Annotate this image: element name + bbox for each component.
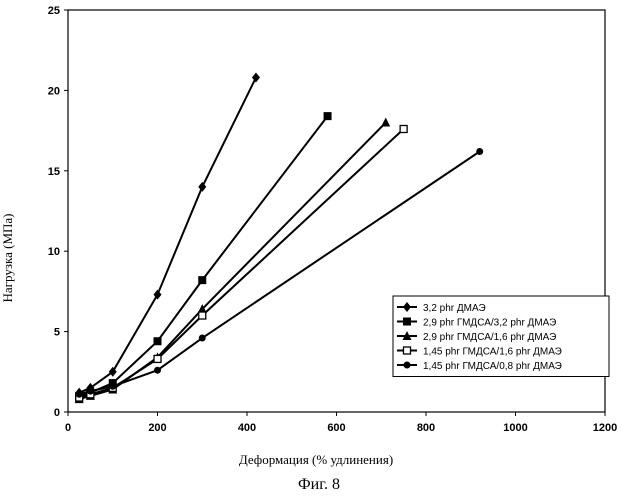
y-tick-label: 0 (54, 407, 60, 419)
data-point (153, 354, 162, 364)
series-line (78, 115, 329, 397)
data-point (399, 124, 408, 134)
figure-caption: Фиг. 8 (298, 476, 340, 493)
legend-item: 3,2 phr ДМАЭ (397, 302, 486, 314)
data-point (153, 337, 162, 346)
data-point (108, 366, 117, 377)
x-tick-label: 1000 (503, 422, 527, 434)
data-point (381, 117, 391, 127)
x-tick-label: 600 (327, 422, 345, 434)
x-tick-label: 1200 (593, 422, 617, 434)
data-point (198, 276, 207, 285)
legend-label: 2,9 phr ГМДСА/3,2 phr ДМАЭ (423, 318, 556, 329)
data-point (476, 148, 484, 156)
chart-series (74, 72, 484, 404)
legend-label: 2,9 phr ГМДСА/1,6 phr ДМАЭ (423, 332, 556, 343)
y-tick-label: 10 (48, 246, 60, 258)
series-4 (75, 124, 408, 402)
data-point (251, 72, 260, 83)
y-axis-label: Нагрузка (МПа) (0, 213, 15, 303)
data-point (75, 390, 83, 398)
legend-item: 1,45 phr ГМДСА/1,6 phr ДМАЭ (397, 346, 562, 358)
legend-item: 2,9 phr ГМДСА/1,6 phr ДМАЭ (397, 331, 556, 343)
y-tick-label: 20 (48, 85, 60, 97)
x-tick-label: 200 (148, 422, 166, 434)
series-3 (74, 117, 391, 404)
legend-item: 2,9 phr ГМДСА/3,2 phr ДМАЭ (397, 317, 556, 329)
series-2 (75, 112, 332, 400)
data-point (86, 387, 94, 395)
chart-axes: 0 200 400 600 800 1000 1200 0 5 10 15 20 25 (48, 5, 617, 434)
x-axis-label: Деформация (% удлинения) (238, 452, 394, 467)
legend-label: 3,2 phr ДМАЭ (423, 303, 486, 314)
data-point (109, 382, 117, 390)
data-point (198, 181, 207, 192)
y-tick-label: 5 (54, 327, 60, 339)
legend-label: 1,45 phr ГМДСА/0,8 phr ДМАЭ (423, 361, 562, 372)
data-point (153, 289, 162, 300)
data-point (323, 112, 332, 121)
data-point (198, 311, 207, 320)
legend-box (392, 295, 610, 377)
series-5 (75, 148, 484, 398)
chart-legend: 3,2 phr ДМАЭ 2,9 phr ГМДСА/3,2 phr ДМАЭ 2,… (392, 295, 610, 377)
data-point (197, 304, 207, 314)
legend-marker (402, 331, 412, 340)
y-tick-label: 25 (48, 5, 60, 17)
series-line (78, 121, 387, 401)
data-point (198, 334, 206, 342)
legend-item: 1,45 phr ГМДСА/0,8 phr ДМАЭ (397, 361, 562, 372)
legend-marker (402, 346, 412, 355)
series-line (78, 128, 405, 399)
legend-marker (403, 317, 411, 326)
x-tick-label: 800 (417, 422, 435, 434)
y-tick-label: 15 (48, 166, 60, 178)
legend-label: 1,45 phr ГМДСА/1,6 phr ДМАЭ (423, 347, 562, 358)
x-tick-label: 0 (65, 422, 71, 434)
legend-marker (403, 361, 411, 369)
data-point (154, 366, 161, 374)
x-tick-label: 400 (238, 422, 256, 434)
legend-marker (403, 302, 411, 312)
